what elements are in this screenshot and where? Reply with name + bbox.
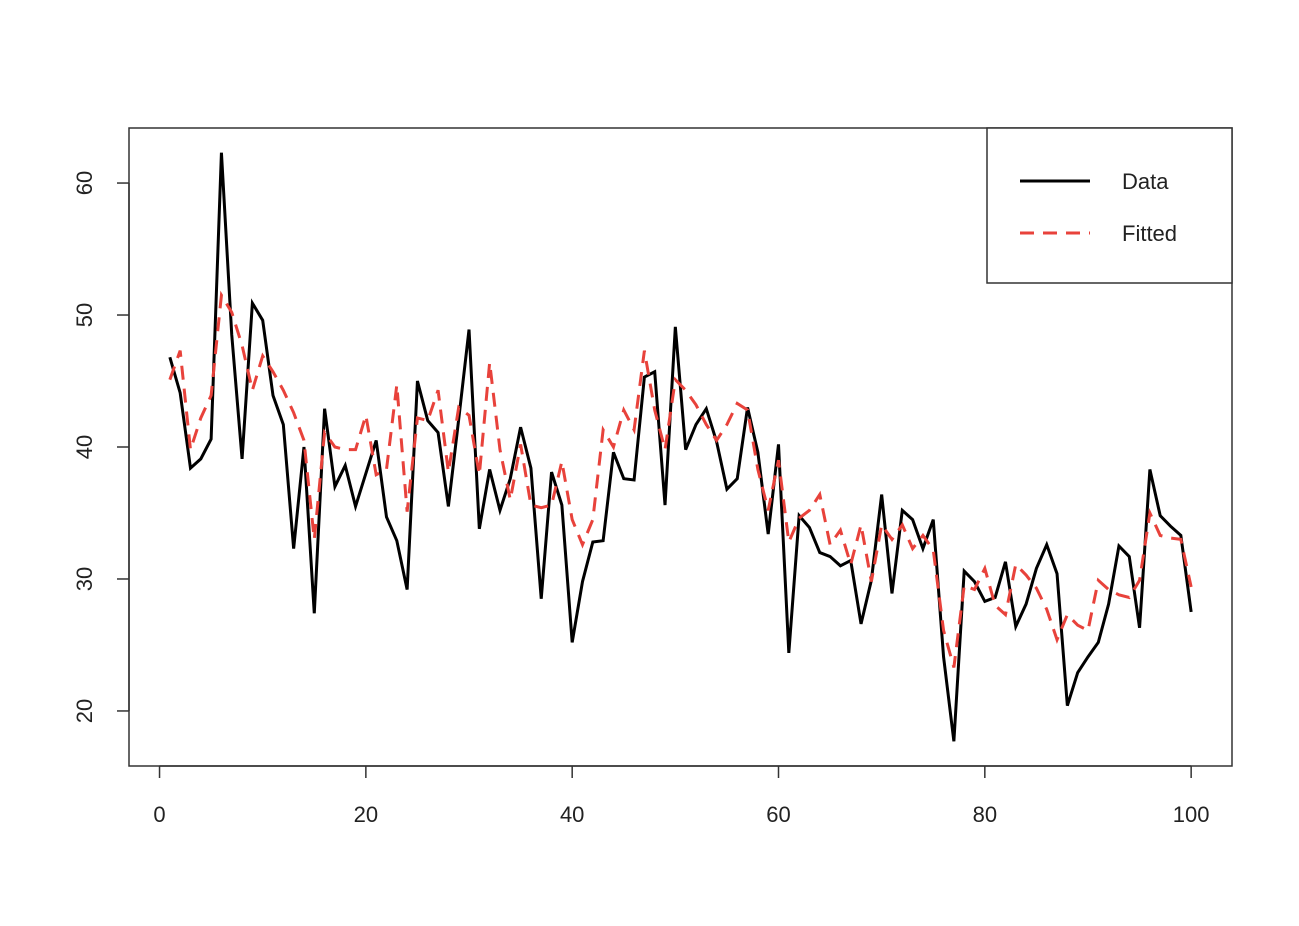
legend-box [986,127,1233,284]
y-tick-label: 20 [72,699,97,723]
series-line [168,290,1193,668]
y-tick-label: 50 [72,303,97,327]
x-tick-label: 40 [560,802,584,827]
y-tick-label: 60 [72,171,97,195]
legend-label: Fitted [1122,221,1177,246]
x-tick-label: 60 [766,802,790,827]
series-line [168,152,1193,742]
x-tick-label: 0 [153,802,165,827]
x-tick-label: 100 [1173,802,1210,827]
x-tick-label: 80 [973,802,997,827]
legend-label: Data [1122,169,1169,194]
y-tick-label: 30 [72,567,97,591]
x-tick-label: 20 [354,802,378,827]
y-tick-label: 40 [72,435,97,459]
